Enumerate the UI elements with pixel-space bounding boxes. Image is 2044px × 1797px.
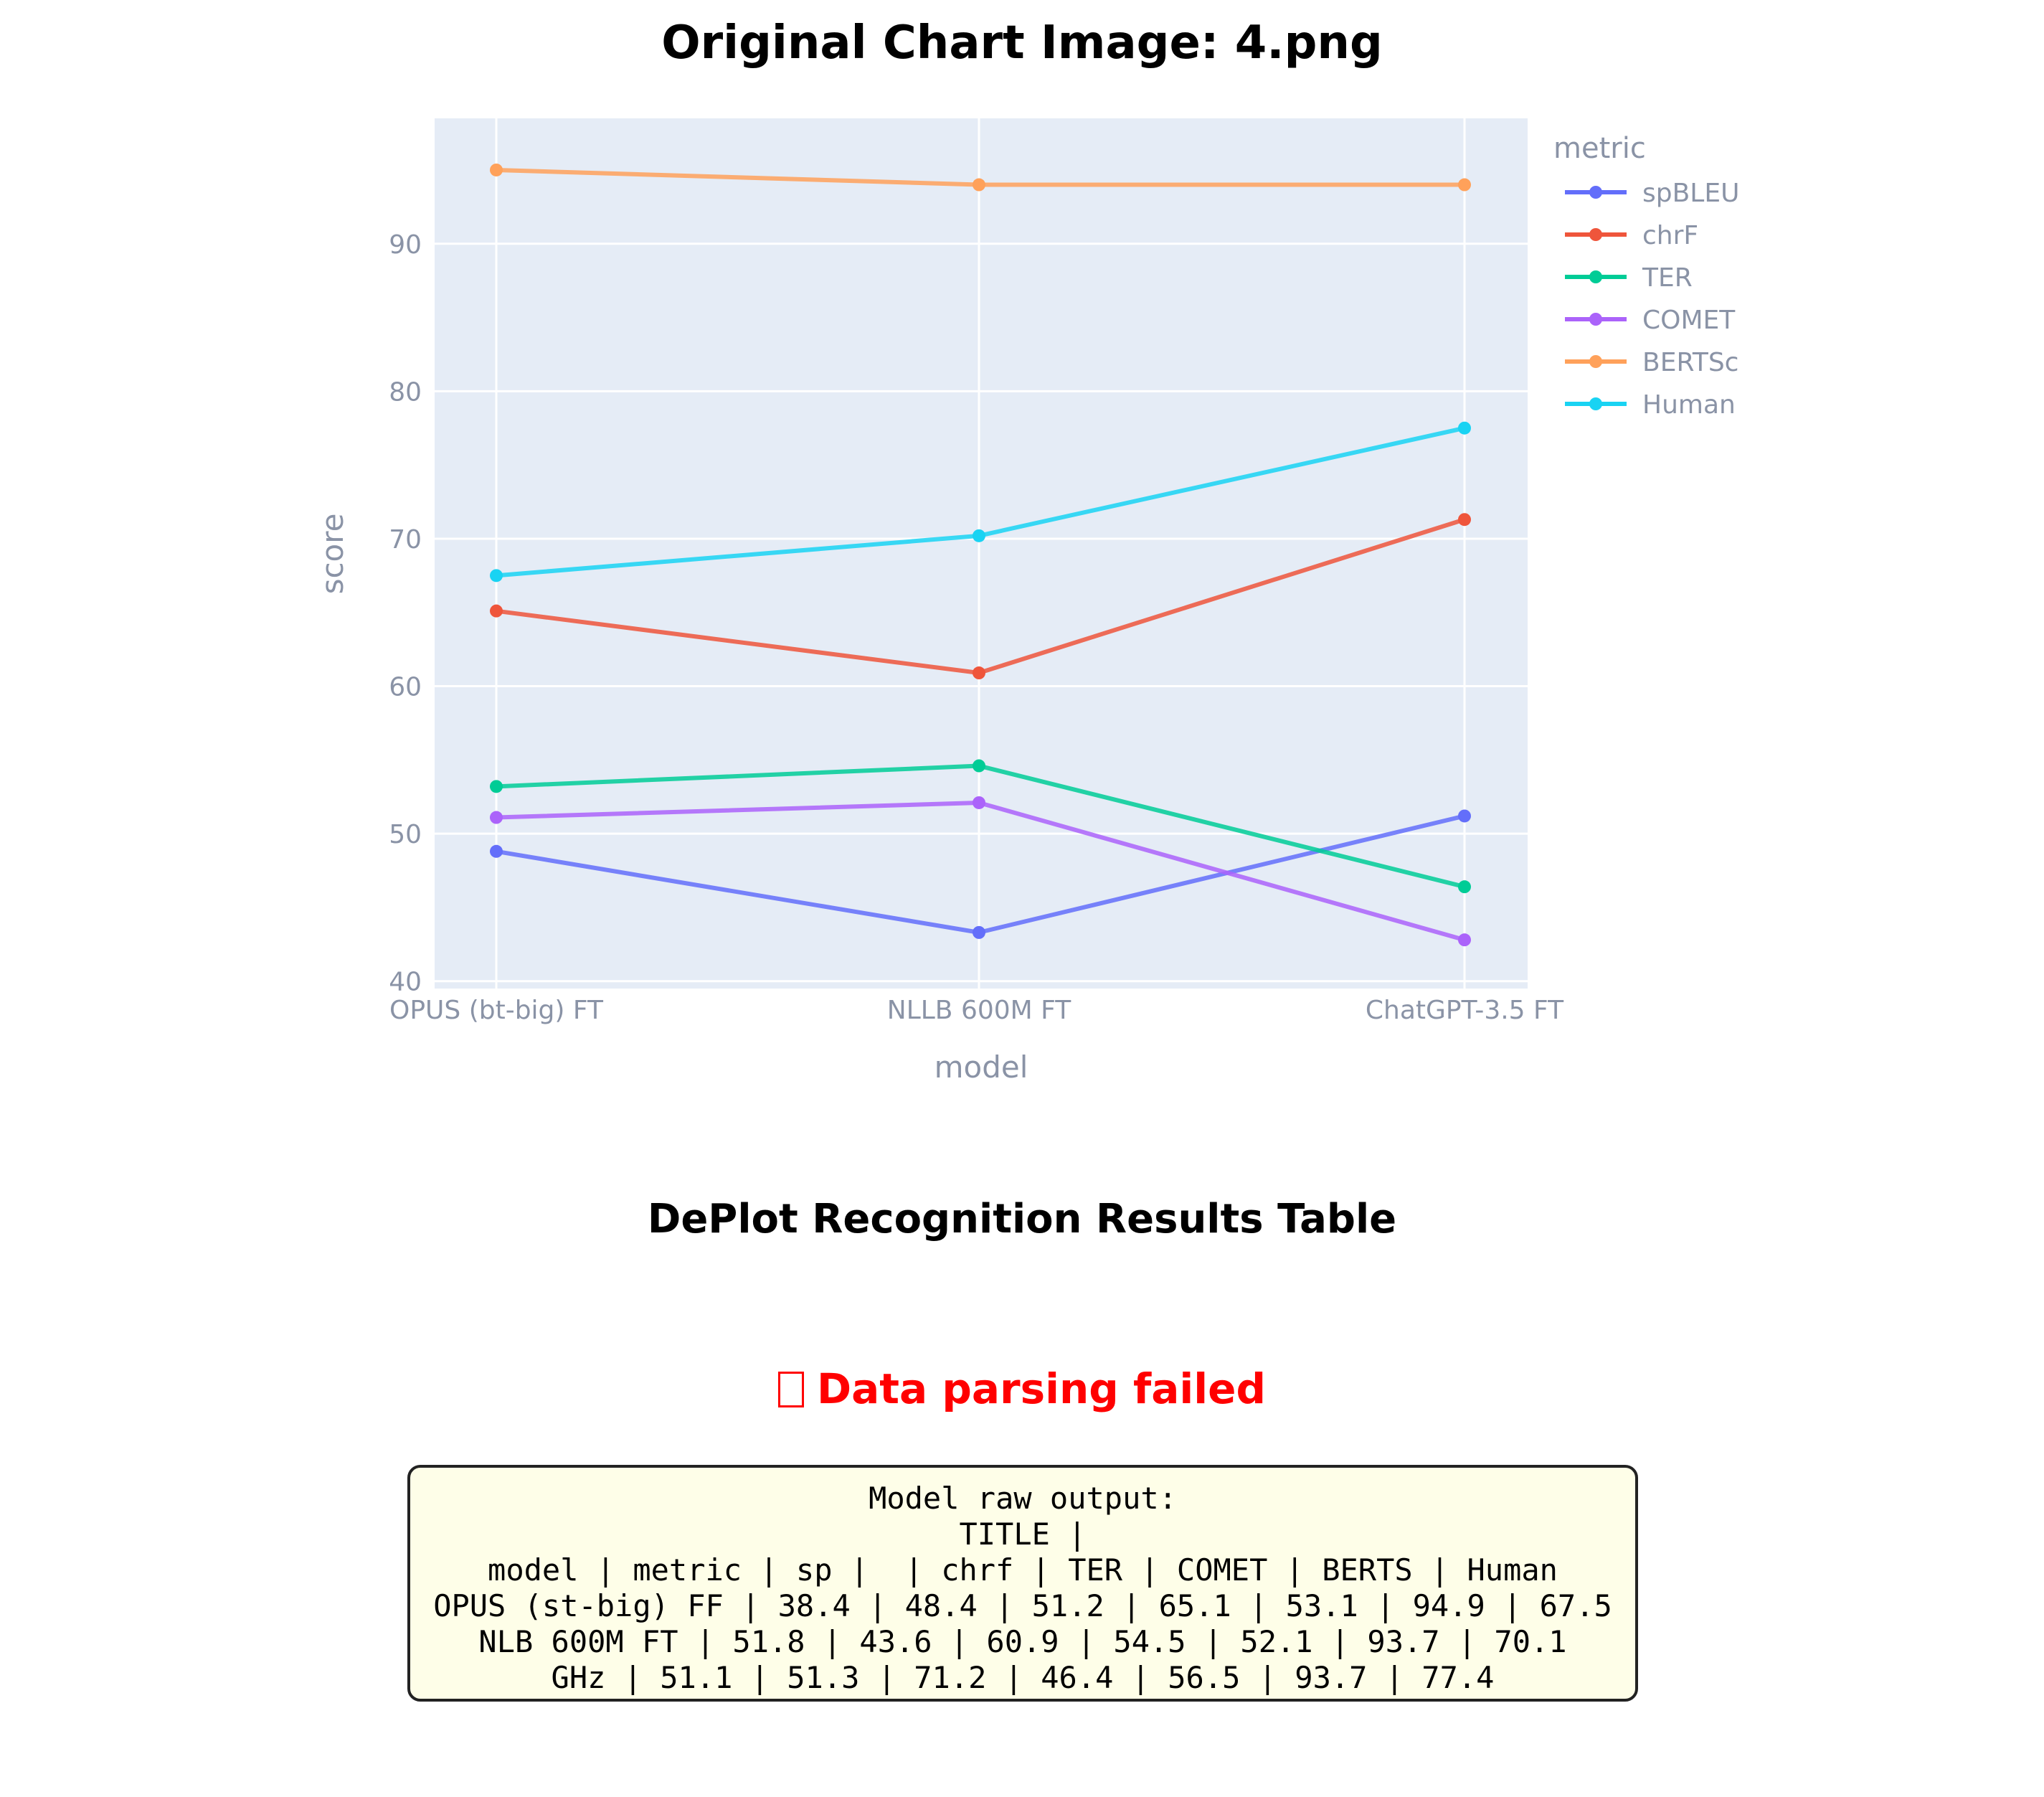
y-tick-label: 70 (389, 525, 422, 555)
line-chart: 40 50 60 70 80 90 OPUS (bt-big) FT NLLB 600M FT… (315, 118, 1739, 1085)
raw-output-line: model | metric | sp | | chrf | TER | COM… (488, 1552, 1558, 1588)
data-point (1458, 809, 1471, 823)
legend-label: chrF (1642, 221, 1698, 250)
legend-label: TER (1642, 263, 1693, 293)
missing-glyph-icon (778, 1372, 804, 1407)
data-point (1458, 513, 1471, 527)
data-point (973, 529, 985, 542)
data-point (490, 844, 503, 858)
y-tick-label: 40 (389, 968, 422, 997)
data-point (1458, 933, 1471, 947)
legend-marker (1589, 270, 1602, 283)
x-tick-label: OPUS (bt-big) FT (389, 996, 604, 1025)
data-point (973, 925, 985, 939)
data-point (1458, 880, 1471, 894)
results-table-title: DePlot Recognition Results Table (647, 1196, 1397, 1242)
y-axis-title: score (315, 514, 350, 595)
legend-marker (1589, 397, 1602, 410)
legend-label: COMET (1642, 306, 1736, 335)
data-point (973, 759, 985, 773)
legend-marker (1589, 355, 1602, 368)
y-tick-label: 50 (389, 820, 422, 849)
data-point (973, 178, 985, 192)
data-point (490, 811, 503, 824)
raw-output-line: NLB 600M FT | 51.8 | 43.6 | 60.9 | 54.5 … (478, 1624, 1567, 1659)
x-axis-title: model (935, 1050, 1028, 1085)
legend-label: Human (1642, 390, 1736, 420)
raw-output-line: Model raw output: (869, 1481, 1177, 1516)
x-tick-label: ChatGPT-3.5 FT (1366, 996, 1564, 1025)
legend-marker (1589, 228, 1602, 241)
raw-output-line: GHz | 51.1 | 51.3 | 71.2 | 46.4 | 56.5 |… (551, 1660, 1495, 1695)
data-point (490, 780, 503, 793)
legend-marker (1589, 313, 1602, 326)
error-message-row: Data parsing failed (0, 1363, 2044, 1415)
data-point (973, 666, 985, 680)
legend-label: BERTSc (1642, 348, 1738, 377)
y-tick-label: 80 (389, 377, 422, 407)
raw-output-box: Model raw output: TITLE | model | metric… (407, 1465, 1638, 1702)
data-point (973, 796, 985, 809)
x-tick-label: NLLB 600M FT (887, 996, 1071, 1025)
data-point (490, 604, 503, 618)
data-point (1458, 421, 1471, 435)
raw-output-line: OPUS (st-big) FF | 38.4 | 48.4 | 51.2 | … (433, 1588, 1612, 1623)
figure-title: Original Chart Image: 4.png (661, 16, 1383, 70)
y-tick-label: 60 (389, 673, 422, 702)
legend-label: spBLEU (1642, 179, 1739, 208)
legend-marker (1589, 186, 1602, 199)
error-message: Data parsing failed (817, 1364, 1266, 1413)
data-point (490, 163, 503, 176)
y-tick-label: 90 (389, 230, 422, 260)
data-point (490, 569, 503, 583)
data-point (1458, 178, 1471, 192)
raw-output-line: TITLE | (959, 1517, 1087, 1552)
legend-title: metric (1553, 132, 1646, 165)
